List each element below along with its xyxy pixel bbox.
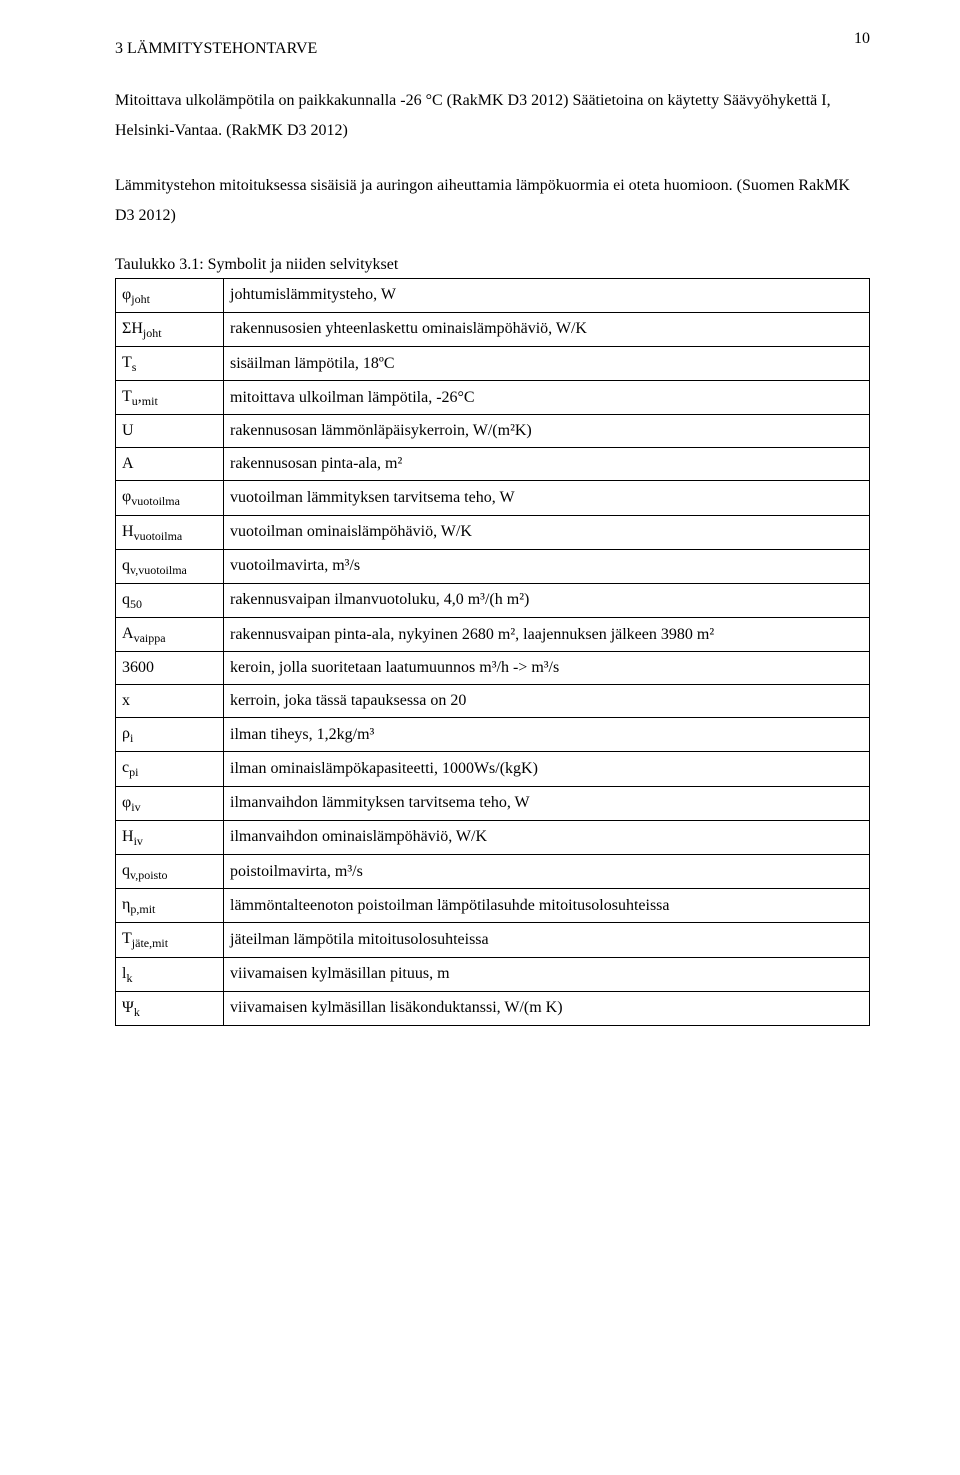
description-cell: vuotoilmavirta, m³/s [224,549,870,583]
symbol-cell: Ψk [116,991,224,1025]
description-cell: sisäilman lämpötila, 18ºC [224,346,870,380]
description-cell: keroin, jolla suoritetaan laatumuunnos m… [224,652,870,685]
description-cell: ilmanvaihdon lämmityksen tarvitsema teho… [224,786,870,820]
symbol-cell: lk [116,957,224,991]
table-caption: Taulukko 3.1: Symbolit ja niiden selvity… [115,256,870,274]
description-cell: poistoilmavirta, m³/s [224,855,870,889]
symbol-cell: φjoht [116,278,224,312]
symbol-cell: A [116,448,224,481]
description-cell: rakennusosan lämmönläpäisykerroin, W/(m²… [224,415,870,448]
symbol-cell: qv,poisto [116,855,224,889]
symbol-cell: q50 [116,583,224,617]
description-cell: viivamaisen kylmäsillan pituus, m [224,957,870,991]
table-row: ΣHjohtrakennusosien yhteenlaskettu omina… [116,312,870,346]
symbol-cell: U [116,415,224,448]
symbol-cell: ρi [116,718,224,752]
description-cell: vuotoilman ominaislämpöhäviö, W/K [224,515,870,549]
symbols-table-body: φjohtjohtumislämmitysteho, WΣHjohtrakenn… [116,278,870,1025]
table-row: ηp,mitlämmöntalteenoton poistoilman lämp… [116,889,870,923]
table-row: Urakennusosan lämmönläpäisykerroin, W/(m… [116,415,870,448]
symbol-cell: x [116,685,224,718]
section-heading: 3 LÄMMITYSTEHONTARVE [115,40,870,58]
description-cell: ilman ominaislämpökapasiteetti, 1000Ws/(… [224,752,870,786]
page-number: 10 [854,30,870,48]
symbol-cell: Tu,mit [116,381,224,415]
description-cell: rakennusosan pinta-ala, m² [224,448,870,481]
symbol-cell: φvuotoilma [116,481,224,515]
paragraph-2: Lämmitystehon mitoituksessa sisäisiä ja … [115,171,870,232]
symbol-cell: Hvuotoilma [116,515,224,549]
symbol-cell: φiv [116,786,224,820]
table-row: Hvuotoilmavuotoilman ominaislämpöhäviö, … [116,515,870,549]
description-cell: rakennusvaipan pinta-ala, nykyinen 2680 … [224,618,870,652]
description-cell: mitoittava ulkoilman lämpötila, -26°C [224,381,870,415]
table-row: φvuotoilmavuotoilman lämmityksen tarvits… [116,481,870,515]
description-cell: ilman tiheys, 1,2kg/m³ [224,718,870,752]
description-cell: rakennusvaipan ilmanvuotoluku, 4,0 m³/(h… [224,583,870,617]
symbol-cell: Avaippa [116,618,224,652]
description-cell: vuotoilman lämmityksen tarvitsema teho, … [224,481,870,515]
table-row: Avaipparakennusvaipan pinta-ala, nykyine… [116,618,870,652]
description-cell: johtumislämmitysteho, W [224,278,870,312]
symbol-cell: Ts [116,346,224,380]
description-cell: rakennusosien yhteenlaskettu ominaislämp… [224,312,870,346]
table-row: ρiilman tiheys, 1,2kg/m³ [116,718,870,752]
table-row: Tjäte,mitjäteilman lämpötila mitoitusolo… [116,923,870,957]
description-cell: kerroin, joka tässä tapauksessa on 20 [224,685,870,718]
symbols-table: φjohtjohtumislämmitysteho, WΣHjohtrakenn… [115,278,870,1026]
table-row: q50rakennusvaipan ilmanvuotoluku, 4,0 m³… [116,583,870,617]
symbol-cell: qv,vuotoilma [116,549,224,583]
table-row: φivilmanvaihdon lämmityksen tarvitsema t… [116,786,870,820]
table-row: Hivilmanvaihdon ominaislämpöhäviö, W/K [116,820,870,854]
table-row: Ψkviivamaisen kylmäsillan lisäkonduktans… [116,991,870,1025]
table-row: Tu,mitmitoittava ulkoilman lämpötila, -2… [116,381,870,415]
symbol-cell: Tjäte,mit [116,923,224,957]
page: 10 3 LÄMMITYSTEHONTARVE Mitoittava ulkol… [0,0,960,1475]
table-row: qv,poistopoistoilmavirta, m³/s [116,855,870,889]
description-cell: viivamaisen kylmäsillan lisäkonduktanssi… [224,991,870,1025]
symbol-cell: ΣHjoht [116,312,224,346]
table-row: 3600keroin, jolla suoritetaan laatumuunn… [116,652,870,685]
table-row: lkviivamaisen kylmäsillan pituus, m [116,957,870,991]
symbol-cell: cpi [116,752,224,786]
table-row: cpiilman ominaislämpökapasiteetti, 1000W… [116,752,870,786]
description-cell: ilmanvaihdon ominaislämpöhäviö, W/K [224,820,870,854]
paragraph-1: Mitoittava ulkolämpötila on paikkakunnal… [115,86,870,147]
symbol-cell: 3600 [116,652,224,685]
table-row: Tssisäilman lämpötila, 18ºC [116,346,870,380]
description-cell: lämmöntalteenoton poistoilman lämpötilas… [224,889,870,923]
symbol-cell: Hiv [116,820,224,854]
description-cell: jäteilman lämpötila mitoitusolosuhteissa [224,923,870,957]
table-row: qv,vuotoilmavuotoilmavirta, m³/s [116,549,870,583]
table-row: Arakennusosan pinta-ala, m² [116,448,870,481]
symbol-cell: ηp,mit [116,889,224,923]
table-row: xkerroin, joka tässä tapauksessa on 20 [116,685,870,718]
table-row: φjohtjohtumislämmitysteho, W [116,278,870,312]
